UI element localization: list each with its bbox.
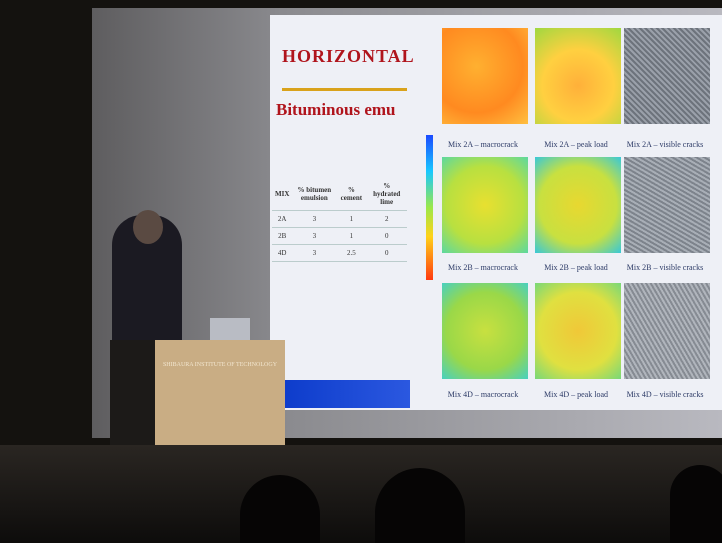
- result-image: [442, 283, 528, 379]
- header-cell: % hydrated lime: [366, 178, 407, 211]
- mix-table: MIX% bitumen emulsion% cement% hydrated …: [272, 178, 407, 262]
- table-cell: 1: [336, 227, 367, 245]
- slide-subtitle: Bituminous emu: [276, 100, 396, 119]
- image-caption: Mix 4D – macrocrack: [447, 390, 519, 399]
- header-cell: % cement: [336, 178, 367, 211]
- result-image: [535, 28, 621, 124]
- header-cell: % bitumen emulsion: [292, 178, 337, 211]
- table-row: 2B 3 1 0: [272, 227, 407, 245]
- result-image: [624, 157, 710, 253]
- result-image: [624, 28, 710, 124]
- table-cell: 3: [292, 244, 337, 262]
- table-cell: 1: [336, 210, 367, 228]
- image-caption: Mix 2A – peak load: [544, 140, 608, 149]
- image-caption: Mix 2A – macrocrack: [448, 140, 518, 149]
- audience-head: [670, 465, 722, 543]
- table-cell: 2.5: [336, 244, 367, 262]
- result-image: [624, 283, 710, 379]
- stage-floor: [0, 445, 722, 543]
- image-caption: Mix 4D – peak load: [544, 390, 608, 399]
- table-cell: 0: [366, 244, 407, 262]
- podium-label: SHIBAURA INSTITUTE OF TECHNOLOGY: [162, 362, 278, 368]
- slide-blue-bar: [270, 380, 410, 408]
- image-caption: Mix 4D – visible cracks: [626, 390, 704, 399]
- image-caption: Mix 2B – macrocrack: [448, 263, 518, 272]
- table-cell: 2B: [272, 227, 293, 245]
- color-bar: [426, 135, 433, 280]
- result-image: [442, 28, 528, 124]
- image-caption: Mix 2A – visible cracks: [626, 140, 704, 149]
- audience-head: [240, 475, 320, 543]
- table-cell: 3: [292, 227, 337, 245]
- header-cell: MIX: [272, 178, 293, 211]
- title-rule: [282, 88, 407, 91]
- audience-head: [375, 468, 465, 543]
- table-cell: 3: [292, 210, 337, 228]
- speaker-head: [133, 210, 163, 244]
- result-image: [535, 283, 621, 379]
- result-image: [535, 157, 621, 253]
- result-image: [442, 157, 528, 253]
- laptop: [210, 318, 250, 340]
- table-cell: 2: [366, 210, 407, 228]
- table-row: 2A 3 1 2: [272, 210, 407, 228]
- table-cell: 2A: [272, 210, 293, 228]
- table-cell: 0: [366, 227, 407, 245]
- table-cell: 4D: [272, 244, 293, 262]
- table-row: 4D 3 2.5 0: [272, 244, 407, 262]
- image-caption: Mix 2B – visible cracks: [626, 263, 704, 272]
- table-header-row: MIX% bitumen emulsion% cement% hydrated …: [272, 178, 407, 211]
- slide-title: HORIZONTAL: [282, 46, 415, 66]
- image-caption: Mix 2B – peak load: [544, 263, 608, 272]
